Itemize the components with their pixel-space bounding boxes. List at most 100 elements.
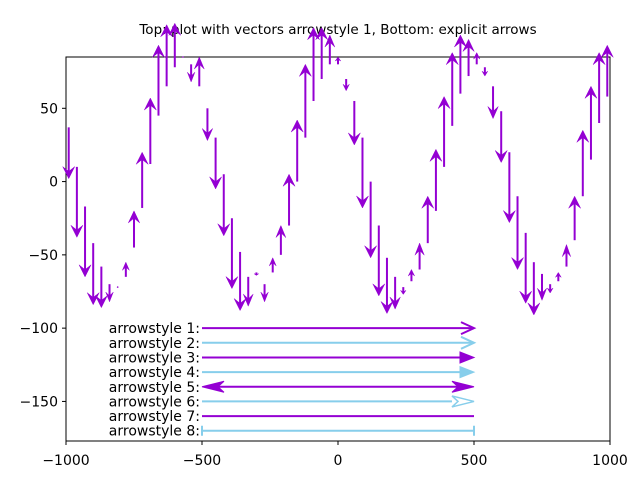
vector-head [584,85,598,99]
arrow-head [460,321,477,336]
vector-arrow [187,64,196,83]
vector-head [62,166,75,180]
vector-arrow [555,271,562,282]
vector-arrow [601,44,614,97]
arrow-label: arrowstyle 8: [109,424,200,440]
vector-arrow [584,85,598,160]
vector-head [290,119,304,133]
vector-head [462,38,475,52]
explicit-arrow-8: arrowstyle 8: [109,424,475,440]
vector-arrow [260,284,269,303]
vector-head [86,292,100,306]
x-tick-label: 0 [334,453,343,469]
vector-arrow [105,284,114,303]
vector-arrow [364,181,377,259]
vector-head [601,44,614,58]
vector-arrow [116,286,119,288]
vector-head [105,291,114,303]
vector-arrow [209,137,222,190]
vector-arrow [372,225,386,297]
vector-head [152,44,165,58]
vector-arrow [511,196,524,271]
arrow-head [459,365,476,379]
y-tick-label: 50 [40,101,58,117]
vector-arrow [342,78,350,92]
y-tick-label: −100 [20,321,58,337]
vector-head [429,148,443,162]
vector-arrow [421,195,434,244]
vector-head [324,34,336,48]
vector-arrow [225,218,239,290]
vector-arrow [144,97,157,164]
vector-arrow [400,287,407,295]
vector-arrow [269,257,277,273]
vector-head [275,224,287,238]
x-tick-label: 500 [461,453,488,469]
vector-head [389,296,401,310]
vector-head [209,176,222,190]
vector-arrow [290,119,304,182]
explicit-arrow-3: arrowstyle 3: [109,350,476,366]
vector-head [473,52,481,60]
vector-head [225,276,239,290]
vector-head [446,52,459,65]
vector-arrow [152,44,165,116]
vector-arrow [315,27,328,79]
vector-arrow [217,174,230,237]
vector-arrow [194,56,205,87]
vector-arrow [547,284,554,294]
vector-head [568,195,581,209]
vector-arrow [380,257,394,315]
arrow-label: arrowstyle 6: [109,394,200,410]
arrow-head [451,395,475,408]
vector-arrow [537,273,547,301]
vector-head [201,128,213,142]
vector-head [364,245,377,259]
vector-head [537,288,547,301]
vector-head [511,257,524,271]
arrow-head [451,380,475,393]
vector-head [503,210,516,224]
arrow-label: arrowstyle 7: [109,409,200,425]
explicit-arrow-5: arrowstyle 5: [109,380,475,396]
vector-head [555,271,562,278]
arrow-label: arrowstyle 1: [109,321,200,337]
vector-arrow [135,151,149,208]
vector-head [253,273,259,276]
vector-head [494,150,508,164]
vector-head [168,22,182,36]
chart-title: Top: plot with vectors arrowstyle 1, Bot… [138,22,536,38]
vector-head [299,63,312,77]
vector-arrow [307,27,320,101]
vector-head [243,293,254,307]
explicit-arrow-1: arrowstyle 1: [109,321,477,337]
vector-head [128,210,140,224]
vector-head [122,261,130,271]
vector-head [78,264,92,278]
vector-head [527,302,541,316]
vector-arrow [414,242,425,270]
vector-head [282,173,296,187]
vector-arrow [562,243,571,267]
vector-head [380,301,394,315]
vector-arrow [454,34,467,94]
vector-head [135,151,149,165]
arrow-label: arrowstyle 2: [109,336,200,352]
arrow-label: arrowstyle 5: [109,380,200,396]
vector-arrow [487,86,499,120]
vector-head [356,195,369,209]
vector-head [194,56,205,70]
vector-head [414,242,425,256]
explicit-arrow-7: arrowstyle 7: [109,409,474,425]
vector-arrow [275,224,287,255]
x-tick-label: −1000 [42,453,89,469]
vector-arrow [437,96,451,167]
vector-head [562,243,571,257]
x-tick-label: −500 [183,453,221,469]
vector-head [592,52,606,65]
vector-arrow [78,206,92,278]
vector-head [408,268,415,277]
vector-arrow [576,129,590,197]
arrow-label: arrowstyle 4: [109,365,200,381]
vector-head [70,225,84,238]
